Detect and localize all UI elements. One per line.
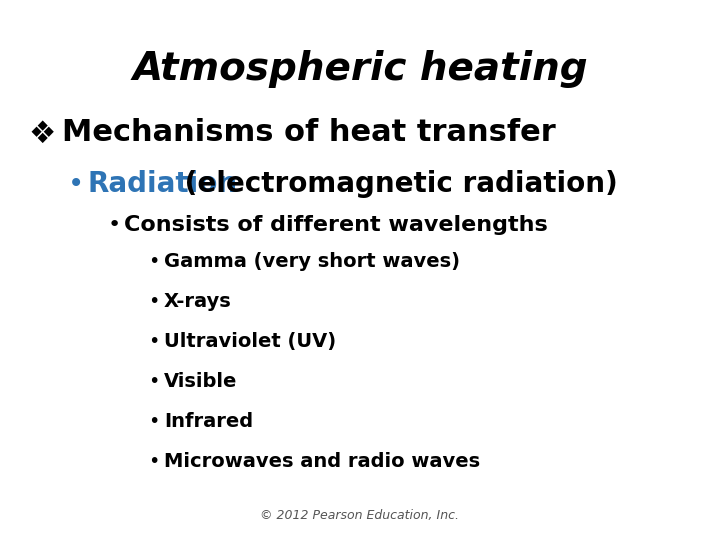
Text: Visible: Visible xyxy=(164,372,238,391)
Text: •: • xyxy=(148,332,159,351)
Text: Ultraviolet (UV): Ultraviolet (UV) xyxy=(164,332,336,351)
Text: •: • xyxy=(148,372,159,391)
Text: •: • xyxy=(108,215,121,235)
Text: •: • xyxy=(148,292,159,311)
Text: X-rays: X-rays xyxy=(164,292,232,311)
Text: (electromagnetic radiation): (electromagnetic radiation) xyxy=(175,170,618,198)
Text: Microwaves and radio waves: Microwaves and radio waves xyxy=(164,452,480,471)
Text: •: • xyxy=(148,452,159,471)
Text: Consists of different wavelengths: Consists of different wavelengths xyxy=(124,215,548,235)
Text: Radiation: Radiation xyxy=(88,170,238,198)
Text: Gamma (very short waves): Gamma (very short waves) xyxy=(164,252,460,271)
Text: •: • xyxy=(148,252,159,271)
Text: Infrared: Infrared xyxy=(164,412,253,431)
Text: Mechanisms of heat transfer: Mechanisms of heat transfer xyxy=(62,118,556,147)
Text: •: • xyxy=(148,412,159,431)
Text: •: • xyxy=(68,170,84,198)
Text: ❖: ❖ xyxy=(28,120,55,149)
Text: © 2012 Pearson Education, Inc.: © 2012 Pearson Education, Inc. xyxy=(261,509,459,522)
Text: Atmospheric heating: Atmospheric heating xyxy=(132,50,588,88)
